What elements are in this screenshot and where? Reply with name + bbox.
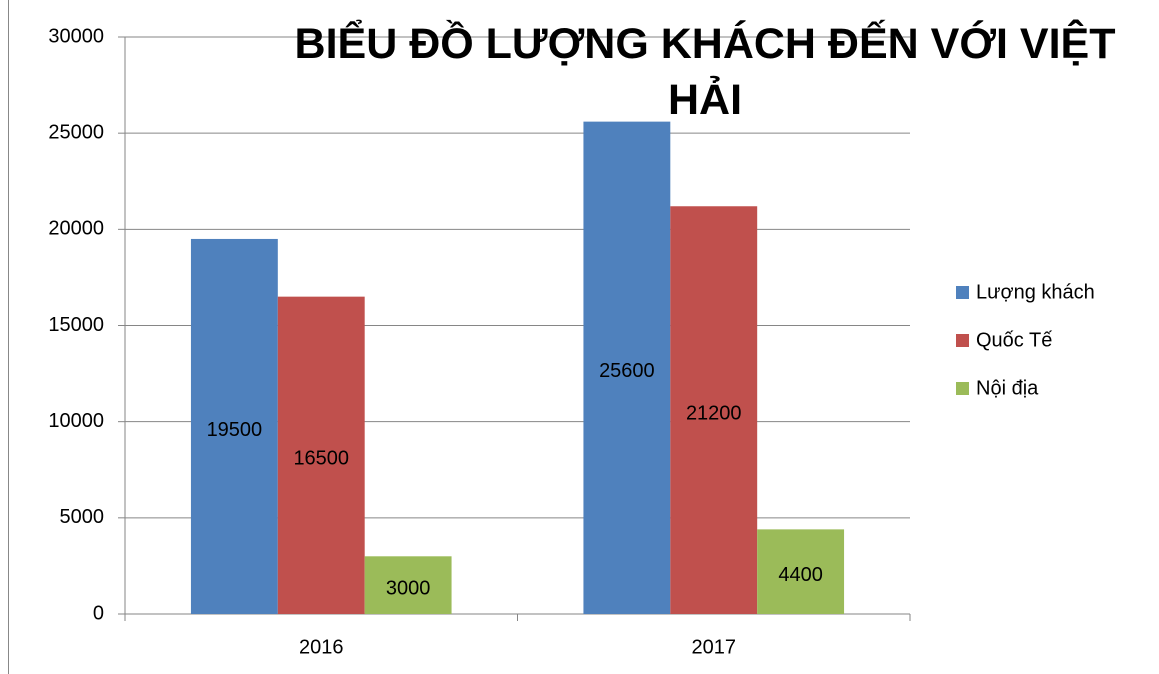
data-label: 3000 [386,577,431,599]
bar [670,206,758,614]
data-label: 21200 [686,402,742,424]
y-tick-label: 5000 [60,506,105,528]
legend-swatch [956,286,969,299]
data-label: 19500 [207,419,263,441]
x-tick-label: 2017 [692,636,737,658]
y-tick-label: 25000 [48,121,104,143]
legend-label: Lượng khách [976,281,1095,303]
legend-label: Quốc Tế [976,329,1052,351]
bar [277,296,365,614]
y-tick-label: 20000 [48,218,104,240]
data-label: 16500 [293,448,349,470]
y-tick-label: 30000 [48,25,104,47]
bar [757,529,845,614]
bar [583,121,671,615]
legend-swatch [956,334,969,347]
bar [364,556,452,614]
legend-label: Nội địa [976,377,1039,399]
legend-swatch [956,382,969,395]
data-label: 4400 [778,564,823,586]
data-label: 25600 [599,360,655,382]
y-tick-label: 0 [93,602,104,624]
y-tick-label: 15000 [48,314,104,336]
chart-title: BIỂU ĐỒ LƯỢNG KHÁCH ĐẾN VỚI VIỆT HẢI [294,20,1116,124]
bar [190,238,278,614]
y-tick-label: 10000 [48,410,104,432]
x-tick-label: 2016 [299,636,344,658]
